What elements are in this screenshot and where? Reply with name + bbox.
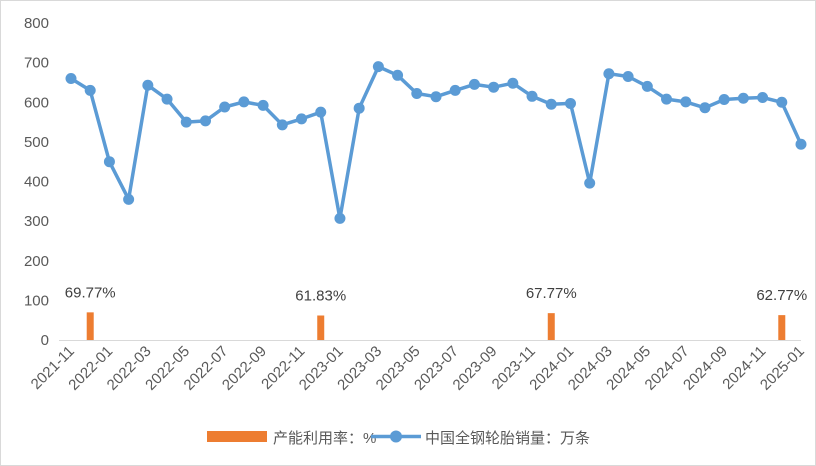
y-tick-label: 0 (41, 332, 49, 349)
line-point (795, 138, 807, 150)
line-point (545, 98, 557, 110)
y-tick-label: 700 (24, 55, 49, 72)
line-point (315, 106, 327, 118)
y-axis: 0 100 200 300 400 500 600 700 800 (24, 15, 49, 349)
line-point (622, 70, 634, 82)
line-point (468, 78, 480, 90)
line-point (180, 116, 192, 128)
bar-series: 69.77% 61.83% 67.77% 62.77% (65, 284, 807, 340)
line-point (372, 61, 384, 73)
line-point (219, 101, 231, 113)
bar (547, 313, 555, 340)
line-point (84, 84, 96, 96)
line-point (392, 69, 404, 81)
line-point (161, 93, 173, 105)
line-point (430, 91, 442, 103)
y-tick-label: 100 (24, 292, 49, 309)
line-point (699, 102, 711, 114)
y-tick-label: 800 (24, 15, 49, 32)
line-point (123, 193, 135, 205)
line-point (603, 68, 615, 80)
y-tick-label: 400 (24, 174, 49, 191)
line-point (257, 99, 269, 111)
line-point (411, 88, 423, 100)
line-point (142, 79, 154, 91)
bar-data-label: 62.77% (756, 287, 807, 304)
line-point (334, 212, 346, 224)
line-point (65, 72, 77, 84)
line-point (526, 90, 538, 102)
line-series (65, 61, 807, 224)
line-point (680, 96, 692, 108)
legend-bar-swatch (207, 431, 267, 442)
line-point (584, 177, 596, 189)
legend-line-marker (390, 430, 402, 443)
line-point (199, 115, 211, 127)
y-tick-label: 300 (24, 213, 49, 230)
bar (86, 312, 94, 340)
line-point (449, 84, 461, 96)
bar-data-label: 61.83% (295, 287, 346, 304)
legend-bar-label: 产能利用率：% (273, 430, 376, 447)
line-point (296, 113, 308, 125)
line-point (641, 80, 653, 92)
line-point (718, 93, 730, 105)
y-tick-label: 200 (24, 253, 49, 270)
line-point (757, 91, 769, 103)
line-point (507, 77, 519, 89)
line-point (103, 156, 115, 168)
x-axis: 2021-112022-012022-032022-052022-072022-… (28, 340, 808, 394)
y-tick-label: 500 (24, 134, 49, 151)
bar-data-label: 69.77% (65, 284, 116, 301)
y-tick-label: 600 (24, 94, 49, 111)
line-point (353, 102, 365, 114)
line-point (238, 96, 250, 108)
line-point (737, 92, 749, 104)
line-point (488, 81, 500, 93)
line-point (276, 119, 288, 131)
line-point (564, 97, 576, 109)
bar-data-label: 67.77% (526, 285, 577, 302)
legend: 产能利用率：% 中国全钢轮胎销量：万条 (207, 429, 590, 447)
bar (778, 315, 786, 340)
bar (317, 315, 325, 340)
legend-line-label: 中国全钢轮胎销量：万条 (425, 429, 590, 447)
line-point (661, 93, 673, 105)
line-point (776, 96, 788, 108)
series-line (70, 64, 803, 221)
